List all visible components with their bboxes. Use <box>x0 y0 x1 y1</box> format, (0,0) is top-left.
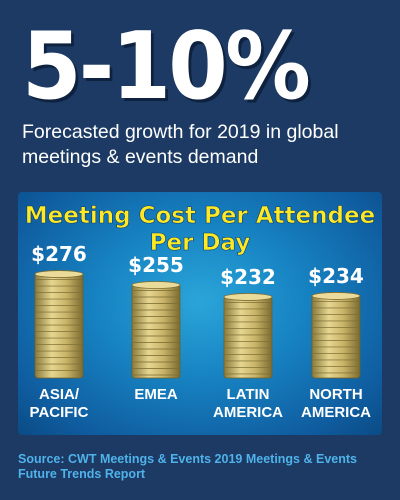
category-label: NORTH <box>309 386 362 403</box>
category-label: ASIA/ <box>39 386 80 403</box>
category-label: LATIN <box>226 386 269 403</box>
chart-title-line: Meeting Cost Per Attendee <box>25 203 375 229</box>
source-note: Source: CWT Meetings & Events 2019 Meeti… <box>18 452 357 481</box>
bar-value-label: $234 <box>308 264 364 288</box>
category-label: PACIFIC <box>30 404 89 421</box>
category-label: AMERICA <box>301 404 371 421</box>
chart-panel: Meeting Cost Per Attendee Per Day $276 ASI… <box>18 192 382 435</box>
category-label: EMEA <box>134 386 178 403</box>
bar-coin-stack <box>223 293 273 379</box>
bar-coin-stack <box>311 292 361 379</box>
bar-value-label: $255 <box>128 253 184 277</box>
category-label: AMERICA <box>213 404 283 421</box>
bar-coin-stack <box>131 281 181 379</box>
headline-subtitle: Forecasted growth for 2019 in global mee… <box>22 121 339 168</box>
chart-title-line: Per Day <box>150 230 251 256</box>
bar-value-label: $232 <box>220 265 276 289</box>
headline-percentage: 5-10% <box>22 12 311 120</box>
bar-value-label: $276 <box>31 242 87 266</box>
bar-coin-stack <box>34 270 84 379</box>
